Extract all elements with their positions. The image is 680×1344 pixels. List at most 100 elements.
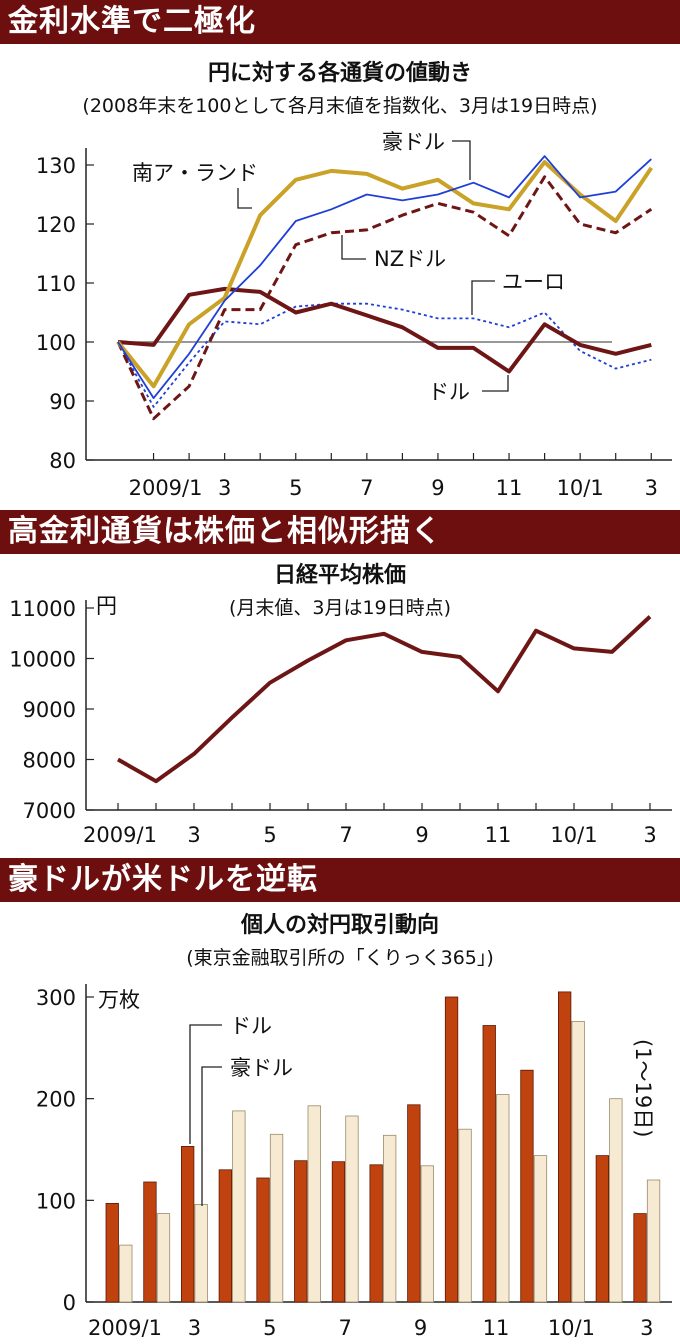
chart3-bar-dollar [444, 996, 459, 1303]
chart3-bar-aud [496, 1094, 510, 1303]
chart3-x-tick-label: 5 [263, 1316, 276, 1340]
chart3-bar-dollar [595, 1155, 609, 1303]
chart3-bar-aud [307, 1105, 321, 1303]
chart-fx-volume: 個人の対円取引動向 (東京金融取引所の「くりっく365」) 万枚 0 100 200… [36, 912, 672, 1340]
chart1-y-tick-label: 130 [36, 154, 76, 178]
chart1-series-line [116, 175, 653, 421]
chart3-bar-dollar [407, 1104, 421, 1303]
chart3-legend-label: 豪ドル [230, 1056, 293, 1080]
chart2-x-tick-label: 11 [485, 823, 512, 847]
chart1-x-tick-label: 3 [218, 476, 231, 500]
chart1-legend-leader [452, 140, 471, 180]
chart2-x-tick-label: 3 [643, 823, 656, 847]
chart3-bar-aud [345, 1115, 359, 1303]
chart2-title: 日経平均株価 [274, 562, 406, 588]
chart2-x-tick-label: 5 [263, 823, 276, 847]
chart3-y-tick-label: 100 [36, 1189, 76, 1213]
chart3-bar-aud [420, 1165, 435, 1303]
chart2-y-tick-label: 9000 [23, 698, 76, 722]
chart2-x-tick-label: 2009/1 [83, 823, 157, 847]
chart3-bar-dollar [218, 1169, 233, 1303]
chart1-title: 円に対する各通貨の値動き [208, 60, 472, 86]
chart1-legend-label: ドル [428, 380, 470, 404]
chart3-unit: 万枚 [98, 988, 140, 1012]
chart3-legend-leader [201, 1066, 222, 1206]
chart2-y-tick-label: 11000 [9, 597, 76, 621]
chart3-legend-leader [189, 1024, 222, 1144]
chart1-legend-leader [237, 188, 252, 209]
chart3-bar-aud [571, 1021, 585, 1303]
chart1-y-tick-label: 100 [36, 331, 76, 355]
section-banner-2: 高金利通貨は株価と相似形描く [0, 510, 680, 554]
chart2-y-tick-label: 10000 [9, 648, 76, 672]
chart-nikkei: 日経平均株価 (月末値、3月は19日時点) 円 7000 8000 9000 1000… [9, 562, 672, 847]
chart3-bar-dollar [369, 1164, 383, 1303]
chart2-x-tick-label: 9 [415, 823, 428, 847]
chart3-bar-aud [533, 1155, 548, 1303]
chart3-bar-aud [119, 1244, 133, 1303]
chart3-y-tick-label: 300 [36, 986, 76, 1010]
chart3-bar-dollar [633, 1213, 647, 1303]
chart1-legend-label: 南ア・ランド [132, 161, 258, 185]
chart1-series-line [116, 160, 653, 389]
chart1-x-tick-label: 11 [496, 476, 523, 500]
chart3-note: (1〜19日) [631, 1039, 655, 1137]
chart3-bar-dollar [558, 991, 572, 1303]
chart3-title: 個人の対円取引動向 [240, 912, 439, 938]
chart3-bar-aud [194, 1203, 208, 1303]
chart1-legend-leader [471, 280, 495, 315]
chart3-y-tick-label: 200 [36, 1088, 76, 1112]
chart3-y-tick-label: 0 [63, 1291, 76, 1315]
chart3-bar-aud [609, 1098, 623, 1303]
chart1-legend-leader [341, 235, 366, 260]
chart1-legend-label: 豪ドル [382, 130, 445, 154]
chart1-x-tick-label: 2009/1 [129, 476, 203, 500]
chart1-y-tick-label: 90 [49, 390, 76, 414]
chart3-bar-aud [232, 1110, 246, 1303]
chart3-x-tick-label: 9 [414, 1316, 427, 1340]
chart3-bar-aud [458, 1128, 472, 1303]
chart1-legend-label: NZドル [374, 247, 446, 271]
chart3-x-tick-label: 11 [483, 1316, 510, 1340]
chart3-bar-dollar [331, 1161, 346, 1303]
chart3-bar-dollar [143, 1181, 157, 1303]
chart-currency-index: 円に対する各通貨の値動き (2008年末を100として各月末値を指数化、3月は1… [36, 60, 672, 500]
chart3-bar-dollar [105, 1202, 119, 1303]
chart3-x-tick-label: 7 [339, 1316, 352, 1340]
chart1-legend-leader [482, 375, 509, 392]
chart3-legend-label: ドル [230, 1014, 272, 1038]
chart2-x-tick-label: 7 [339, 823, 352, 847]
chart3-x-tick-label: 3 [188, 1316, 201, 1340]
chart3-x-tick-label: 3 [640, 1316, 653, 1340]
chart3-bar-aud [382, 1134, 397, 1303]
chart1-x-tick-label: 10/1 [557, 476, 604, 500]
chart2-y-tick-label: 7000 [23, 799, 76, 823]
chart2-unit: 円 [96, 594, 117, 618]
chart2-y-tick-label: 8000 [23, 749, 76, 773]
chart1-y-tick-label: 120 [36, 213, 76, 237]
chart1-y-tick-label: 80 [49, 449, 76, 473]
section-banner-1: 金利水準で二極化 [0, 0, 680, 44]
chart2-series-line [117, 615, 652, 784]
chart1-series-line [117, 155, 652, 400]
chart1-x-tick-label: 9 [431, 476, 444, 500]
chart2-x-tick-label: 3 [187, 823, 200, 847]
chart1-y-tick-label: 110 [36, 272, 76, 296]
chart1-x-tick-label: 7 [360, 476, 373, 500]
chart3-bar-dollar [482, 1025, 496, 1303]
chart2-subtitle: (月末値、3月は19日時点) [229, 597, 451, 619]
chart3-bar-dollar [180, 1145, 195, 1303]
chart1-series-line [117, 302, 652, 408]
chart3-subtitle: (東京金融取引所の「くりっく365」) [186, 947, 494, 969]
chart3-bar-aud [269, 1133, 284, 1303]
chart1-x-tick-label: 5 [289, 476, 302, 500]
chart1-subtitle: (2008年末を100として各月末値を指数化、3月は19日時点) [82, 95, 597, 117]
chart1-legend-label: ユーロ [502, 270, 565, 294]
chart3-bar-dollar [520, 1069, 534, 1303]
section-banner-3: 豪ドルが米ドルを逆転 [0, 858, 680, 902]
chart3-x-tick-label: 10/1 [548, 1316, 595, 1340]
chart2-x-tick-label: 10/1 [550, 823, 597, 847]
chart3-x-tick-label: 2009/1 [88, 1316, 162, 1340]
chart3-bar-aud [156, 1213, 171, 1303]
chart3-bar-dollar [256, 1177, 270, 1303]
